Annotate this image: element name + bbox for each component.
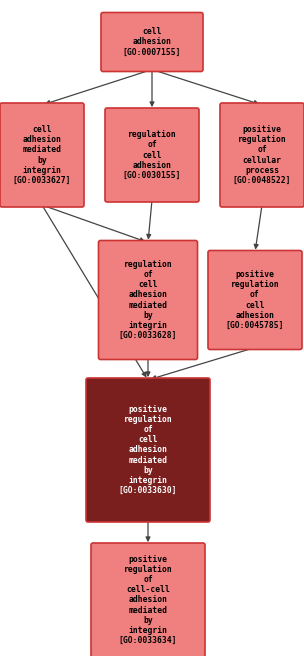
FancyBboxPatch shape xyxy=(0,103,84,207)
Text: positive
regulation
of
cell
adhesion
mediated
by
integrin
[GO:0033630]: positive regulation of cell adhesion med… xyxy=(119,405,177,495)
FancyBboxPatch shape xyxy=(91,543,205,656)
FancyBboxPatch shape xyxy=(86,378,210,522)
FancyBboxPatch shape xyxy=(208,251,302,350)
Text: regulation
of
cell
adhesion
[GO:0030155]: regulation of cell adhesion [GO:0030155] xyxy=(123,131,181,180)
FancyBboxPatch shape xyxy=(220,103,304,207)
FancyBboxPatch shape xyxy=(101,12,203,72)
Text: positive
regulation
of
cellular
process
[GO:0048522]: positive regulation of cellular process … xyxy=(233,125,291,184)
Text: cell
adhesion
[GO:0007155]: cell adhesion [GO:0007155] xyxy=(123,28,181,56)
FancyBboxPatch shape xyxy=(105,108,199,202)
Text: regulation
of
cell
adhesion
mediated
by
integrin
[GO:0033628]: regulation of cell adhesion mediated by … xyxy=(119,260,177,340)
Text: positive
regulation
of
cell
adhesion
[GO:0045785]: positive regulation of cell adhesion [GO… xyxy=(226,270,284,329)
Text: cell
adhesion
mediated
by
integrin
[GO:0033627]: cell adhesion mediated by integrin [GO:0… xyxy=(13,125,71,184)
FancyBboxPatch shape xyxy=(98,241,198,359)
Text: positive
regulation
of
cell-cell
adhesion
mediated
by
integrin
[GO:0033634]: positive regulation of cell-cell adhesio… xyxy=(119,555,177,645)
